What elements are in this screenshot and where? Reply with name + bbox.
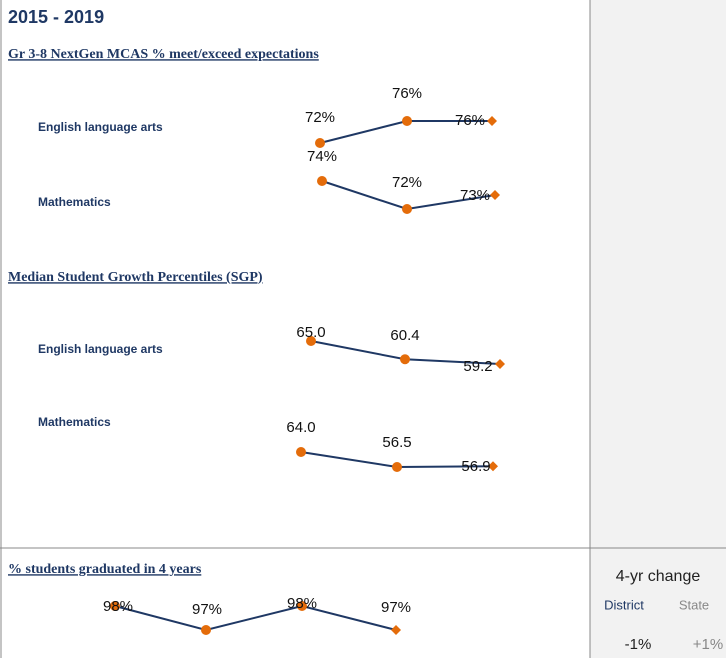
value-label: 56.9 xyxy=(461,458,490,475)
column-label: State xyxy=(679,597,709,612)
row-label: Mathematics xyxy=(38,195,111,209)
value-label: 73% xyxy=(460,187,490,204)
marker xyxy=(487,116,497,126)
marker xyxy=(317,176,327,186)
marker xyxy=(315,138,325,148)
value-label: 64.0 xyxy=(286,419,315,436)
value-label: 98% xyxy=(103,598,133,615)
row-label: English language arts xyxy=(38,120,163,134)
sparkline xyxy=(114,604,397,632)
side-panel xyxy=(590,0,726,658)
district-value: -1% xyxy=(625,636,652,653)
value-label: 72% xyxy=(392,174,422,191)
value-label: 98% xyxy=(287,595,317,612)
marker xyxy=(306,336,316,346)
marker xyxy=(402,116,412,126)
value-label: 60.4 xyxy=(390,327,419,344)
value-label: 97% xyxy=(381,599,411,616)
value-label: 72% xyxy=(305,109,335,126)
marker xyxy=(201,625,211,635)
marker xyxy=(110,601,120,611)
value-label: 97% xyxy=(192,601,222,618)
row-label: Mathematics xyxy=(38,415,111,429)
value-label: 56.5 xyxy=(382,434,411,451)
section-title: % students graduated in 4 years xyxy=(8,562,202,577)
marker xyxy=(400,354,410,365)
marker xyxy=(402,204,412,214)
value-label: 74% xyxy=(307,148,337,165)
marker xyxy=(296,447,306,457)
marker xyxy=(297,601,307,611)
section-title: Gr 3-8 NextGen MCAS % meet/exceed expect… xyxy=(8,47,319,62)
value-label: 76% xyxy=(392,85,422,102)
state-value: +1% xyxy=(693,636,723,653)
column-label: District xyxy=(604,597,644,612)
value-label: 76% xyxy=(455,112,485,129)
value-label: 65.0 xyxy=(296,324,325,341)
title: 2015 - 2019 xyxy=(8,7,104,27)
marker xyxy=(392,462,402,472)
value-label: 59.2 xyxy=(463,358,492,375)
panel-title: 4-yr change xyxy=(616,568,701,585)
marker xyxy=(495,359,505,369)
row-label: English language arts xyxy=(38,342,163,356)
section-title: Median Student Growth Percentiles (SGP) xyxy=(8,270,263,285)
marker xyxy=(490,190,500,200)
marker xyxy=(391,625,401,635)
marker xyxy=(488,461,498,472)
